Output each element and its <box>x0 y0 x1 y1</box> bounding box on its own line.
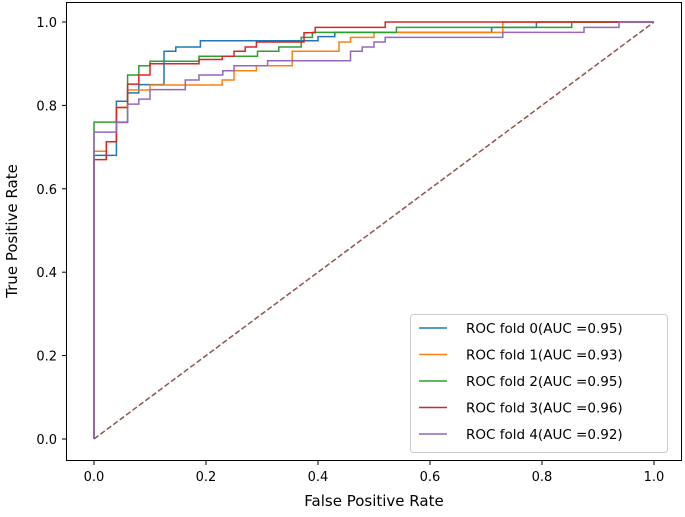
x-tick-label: 0.4 <box>308 470 329 485</box>
legend: ROC fold 0(AUC =0.95) ROC fold 1(AUC =0.9… <box>410 314 668 453</box>
legend-entry-fold-2: ROC fold 2(AUC =0.95) <box>466 374 623 390</box>
x-tick-label: 0.2 <box>196 470 217 485</box>
y-tick-label: 0.2 <box>36 350 57 365</box>
y-tick-label: 0.4 <box>36 266 57 281</box>
x-tick-label: 0.6 <box>420 470 441 485</box>
roc-curve-fold-2 <box>93 21 654 439</box>
legend-entry-fold-3: ROC fold 3(AUC =0.96) <box>466 401 623 417</box>
y-tick-label: 1.0 <box>36 16 57 31</box>
legend-entry-fold-0: ROC fold 0(AUC =0.95) <box>466 321 623 337</box>
x-axis-label: False Positive Rate <box>304 492 443 510</box>
legend-entry-fold-4: ROC fold 4(AUC =0.92) <box>466 427 623 443</box>
y-tick-label: 0.6 <box>36 183 57 198</box>
roc-curve-fold-0 <box>93 21 654 439</box>
y-tick-label: 0.0 <box>36 433 57 448</box>
y-axis-label: True Positive Rate <box>3 164 21 299</box>
x-tick-label: 0.0 <box>84 470 105 485</box>
y-tick-label: 0.8 <box>36 99 57 114</box>
roc-curve-fold-3 <box>93 21 654 439</box>
x-tick-label: 0.8 <box>532 470 553 485</box>
legend-box <box>410 314 668 453</box>
x-tick-label: 1.0 <box>644 470 665 485</box>
roc-curve-fold-4 <box>93 21 654 439</box>
plot-frame <box>66 2 682 461</box>
chance-diagonal-line <box>93 21 655 440</box>
legend-entry-fold-1: ROC fold 1(AUC =0.93) <box>466 348 623 364</box>
